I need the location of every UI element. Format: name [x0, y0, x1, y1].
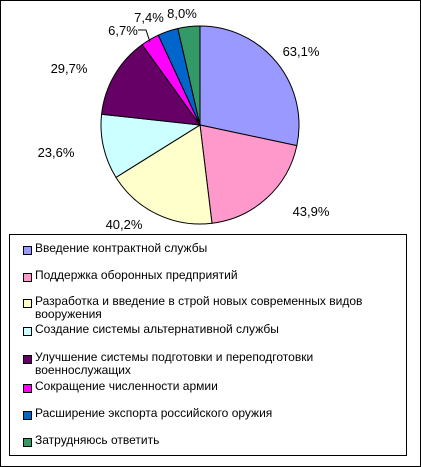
legend-swatch — [23, 411, 32, 420]
slice-value-label-3: 40,2% — [106, 217, 143, 232]
legend-label: Введение контрактной службы — [35, 241, 208, 255]
legend-item-3: Разработка и введение в строй новых совр… — [23, 295, 402, 321]
legend-label: Затрудняюсь ответить — [35, 433, 160, 447]
legend-label: Разработка и введение в строй новых совр… — [35, 294, 363, 321]
legend-item-5: Улучшение системы подготовки и переподго… — [23, 351, 402, 377]
legend-swatch — [23, 273, 32, 282]
legend-item-6: Сокращение численности армии — [23, 380, 402, 393]
slice-value-label-2: 43,9% — [293, 204, 330, 219]
legend-item-2: Поддержка оборонных предприятий — [23, 269, 402, 282]
legend-item-4: Создание системы альтернативной службы — [23, 323, 402, 336]
pie-chart: 63,1% 43,9% 40,2% 23,6% 29,7% 6,7%7,4% 8,0% — [38, 6, 330, 232]
legend-item-1: Введение контрактной службы — [23, 242, 402, 255]
slice-value-label-1: 63,1% — [283, 44, 320, 59]
pie-slice-5 — [101, 43, 202, 126]
pie-slice-1 — [199, 25, 300, 147]
legend-item-7: Расширение экспорта российского оружия — [23, 407, 402, 420]
legend-swatch — [23, 246, 32, 255]
legend-label: Поддержка оборонных предприятий — [35, 268, 238, 282]
legend-label: Сокращение численности армии — [35, 379, 218, 393]
slice-value-label-4: 23,6% — [38, 145, 75, 160]
legend-swatch — [23, 438, 32, 447]
slice-value-label-7: 7,4% — [134, 10, 164, 25]
chart-legend: Введение контрактной службы Поддержка обо… — [9, 234, 407, 456]
pie-slice-8 — [177, 25, 201, 126]
slice-label-leader-line — [138, 29, 151, 43]
legend-label: Расширение экспорта российского оружия — [35, 406, 273, 420]
pie-slice-3 — [115, 124, 213, 225]
slice-value-label-8: 8,0% — [167, 6, 197, 21]
legend-swatch — [23, 327, 32, 336]
slice-value-label-5: 29,7% — [51, 61, 88, 76]
legend-swatch — [23, 384, 32, 393]
legend-item-8: Затрудняюсь ответить — [23, 434, 402, 447]
legend-label: Создание системы альтернативной службы — [35, 322, 279, 336]
pie-slice-2 — [199, 124, 298, 224]
legend-swatch — [23, 355, 32, 364]
slice-value-label-6: 6,7% — [108, 23, 138, 38]
legend-swatch — [23, 299, 32, 308]
legend-label: Улучшение системы подготовки и переподго… — [35, 350, 314, 377]
